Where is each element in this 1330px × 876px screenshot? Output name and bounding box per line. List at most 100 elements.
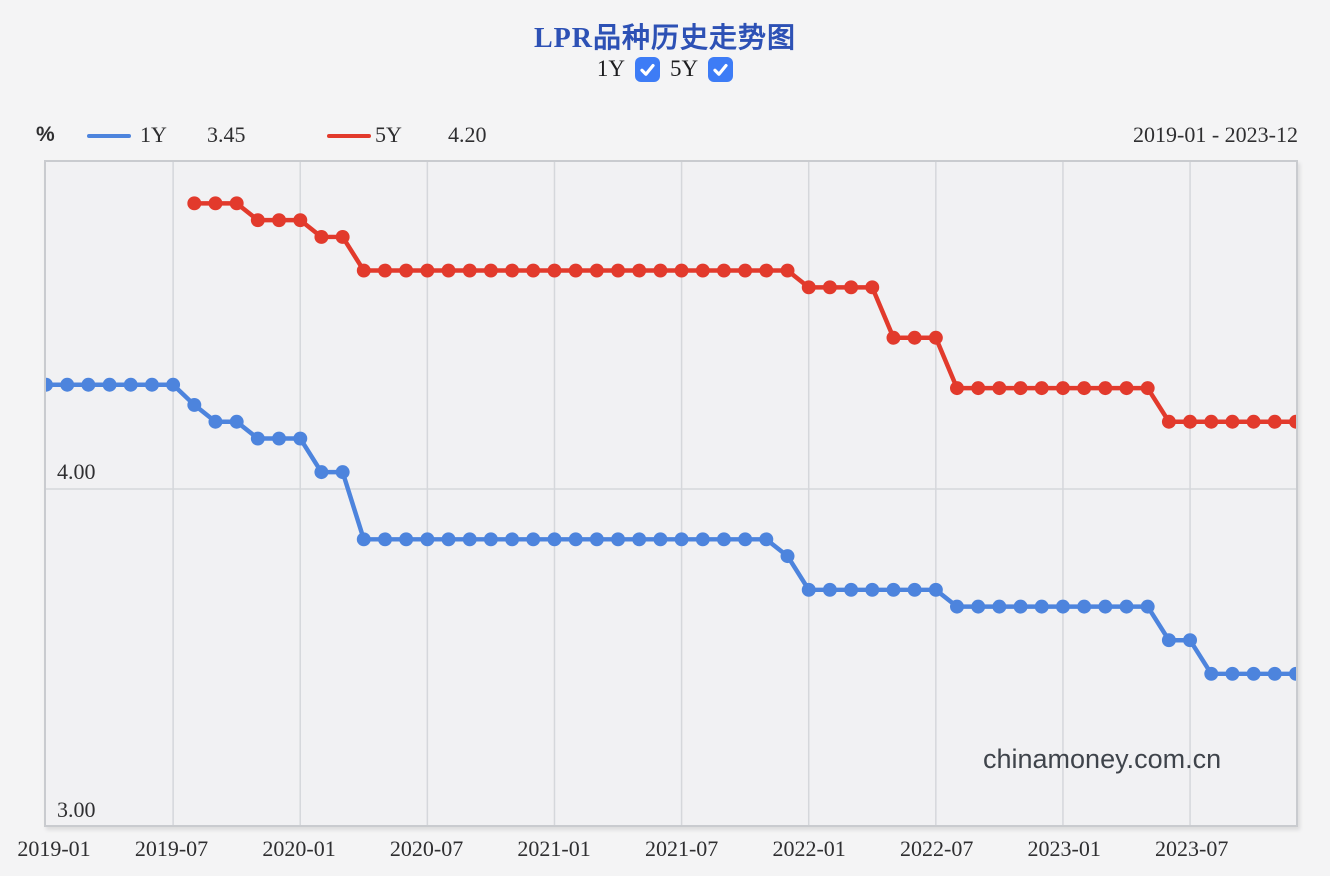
data-point-1y[interactable]	[1246, 666, 1261, 681]
data-point-1y[interactable]	[314, 465, 329, 480]
data-point-1y[interactable]	[844, 582, 859, 597]
data-point-1y[interactable]	[674, 532, 689, 547]
data-point-5y[interactable]	[229, 196, 244, 211]
data-point-5y[interactable]	[695, 263, 710, 278]
data-point-1y[interactable]	[441, 532, 456, 547]
data-point-1y[interactable]	[505, 532, 520, 547]
data-point-1y[interactable]	[992, 599, 1007, 614]
data-point-5y[interactable]	[378, 263, 392, 278]
data-point-1y[interactable]	[1013, 599, 1028, 614]
data-point-5y[interactable]	[1161, 414, 1176, 429]
data-point-1y[interactable]	[60, 377, 75, 392]
data-point-5y[interactable]	[505, 263, 520, 278]
data-point-1y[interactable]	[1119, 599, 1134, 614]
data-point-5y[interactable]	[441, 263, 456, 278]
data-point-5y[interactable]	[208, 196, 223, 211]
data-point-1y[interactable]	[695, 532, 710, 547]
data-point-1y[interactable]	[547, 532, 562, 547]
data-point-1y[interactable]	[928, 582, 943, 597]
data-point-1y[interactable]	[462, 532, 477, 547]
data-point-5y[interactable]	[907, 330, 922, 345]
data-point-1y[interactable]	[293, 431, 308, 446]
data-point-1y[interactable]	[81, 377, 96, 392]
data-point-1y[interactable]	[907, 582, 922, 597]
data-point-1y[interactable]	[801, 582, 816, 597]
data-point-1y[interactable]	[1225, 666, 1240, 681]
data-point-5y[interactable]	[526, 263, 541, 278]
data-point-1y[interactable]	[865, 582, 880, 597]
data-point-5y[interactable]	[1055, 381, 1070, 396]
data-point-5y[interactable]	[462, 263, 477, 278]
data-point-5y[interactable]	[293, 213, 308, 228]
data-point-1y[interactable]	[716, 532, 731, 547]
data-point-5y[interactable]	[865, 280, 880, 295]
data-point-5y[interactable]	[1267, 414, 1282, 429]
data-point-1y[interactable]	[46, 377, 53, 392]
data-point-1y[interactable]	[229, 414, 244, 429]
data-point-1y[interactable]	[144, 377, 159, 392]
data-point-1y[interactable]	[187, 397, 202, 412]
data-point-5y[interactable]	[992, 381, 1007, 396]
data-point-1y[interactable]	[272, 431, 287, 446]
data-point-1y[interactable]	[568, 532, 583, 547]
data-point-5y[interactable]	[1119, 381, 1134, 396]
chart-plot-area[interactable]	[44, 160, 1298, 827]
data-point-5y[interactable]	[483, 263, 498, 278]
data-point-5y[interactable]	[1183, 414, 1198, 429]
data-point-5y[interactable]	[801, 280, 816, 295]
data-point-1y[interactable]	[123, 377, 138, 392]
data-point-5y[interactable]	[1246, 414, 1261, 429]
data-point-5y[interactable]	[547, 263, 562, 278]
data-point-5y[interactable]	[1225, 414, 1240, 429]
data-point-1y[interactable]	[611, 532, 626, 547]
data-point-5y[interactable]	[568, 263, 583, 278]
data-point-1y[interactable]	[1034, 599, 1049, 614]
data-point-1y[interactable]	[356, 532, 371, 547]
data-point-5y[interactable]	[1013, 381, 1028, 396]
data-point-5y[interactable]	[589, 263, 604, 278]
data-point-1y[interactable]	[420, 532, 435, 547]
data-point-1y[interactable]	[632, 532, 647, 547]
data-point-1y[interactable]	[1267, 666, 1282, 681]
data-point-1y[interactable]	[335, 465, 350, 480]
data-point-5y[interactable]	[250, 213, 265, 228]
data-point-1y[interactable]	[780, 549, 795, 564]
data-point-5y[interactable]	[420, 263, 435, 278]
data-point-5y[interactable]	[335, 229, 350, 244]
data-point-5y[interactable]	[314, 229, 329, 244]
data-point-1y[interactable]	[166, 377, 181, 392]
data-point-1y[interactable]	[653, 532, 668, 547]
data-point-5y[interactable]	[653, 263, 668, 278]
data-point-5y[interactable]	[399, 263, 414, 278]
data-point-1y[interactable]	[1055, 599, 1070, 614]
data-point-1y[interactable]	[759, 532, 774, 547]
data-point-5y[interactable]	[1140, 381, 1155, 396]
data-point-5y[interactable]	[1077, 381, 1092, 396]
data-point-1y[interactable]	[1140, 599, 1155, 614]
data-point-1y[interactable]	[971, 599, 986, 614]
data-point-1y[interactable]	[1183, 633, 1198, 648]
data-point-1y[interactable]	[208, 414, 223, 429]
data-point-1y[interactable]	[102, 377, 117, 392]
data-point-1y[interactable]	[378, 532, 392, 547]
data-point-5y[interactable]	[971, 381, 986, 396]
data-point-5y[interactable]	[716, 263, 731, 278]
data-point-1y[interactable]	[738, 532, 753, 547]
data-point-1y[interactable]	[589, 532, 604, 547]
toggle-1y-checkbox[interactable]	[635, 56, 660, 82]
data-point-5y[interactable]	[187, 196, 202, 211]
data-point-5y[interactable]	[950, 381, 964, 396]
data-point-5y[interactable]	[822, 280, 837, 295]
data-point-5y[interactable]	[674, 263, 689, 278]
data-point-5y[interactable]	[632, 263, 647, 278]
data-point-1y[interactable]	[1077, 599, 1092, 614]
data-point-5y[interactable]	[1098, 381, 1113, 396]
data-point-1y[interactable]	[950, 599, 964, 614]
data-point-5y[interactable]	[780, 263, 795, 278]
data-point-1y[interactable]	[250, 431, 265, 446]
data-point-1y[interactable]	[399, 532, 414, 547]
data-point-5y[interactable]	[928, 330, 943, 345]
data-point-1y[interactable]	[1161, 633, 1176, 648]
toggle-5y-checkbox[interactable]	[708, 56, 734, 82]
data-point-1y[interactable]	[1204, 666, 1219, 681]
